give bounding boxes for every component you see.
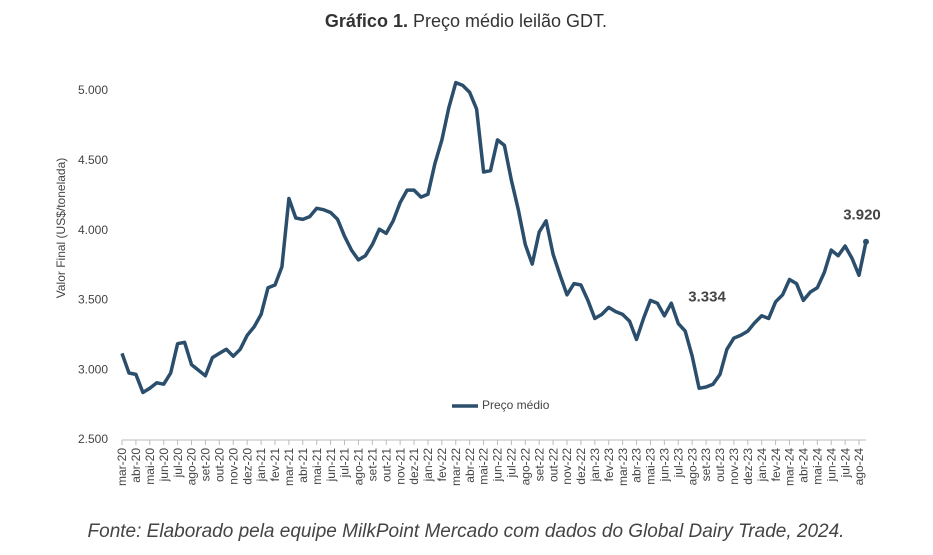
source-note: Fonte: Elaborado pela equipe MilkPoint M… <box>88 521 845 542</box>
x-tick-label: fev-24 <box>769 448 783 482</box>
x-tick-label: set-21 <box>365 448 379 482</box>
x-tick-label: mar-23 <box>616 448 630 486</box>
y-tick-label: 3.500 <box>78 293 108 307</box>
x-tick-label: mai-21 <box>310 448 324 485</box>
x-tick-label: abr-21 <box>296 448 310 483</box>
x-tick-label: ago-21 <box>352 448 366 486</box>
x-tick-label: out-23 <box>713 448 727 482</box>
x-tick-label: out-21 <box>379 448 393 482</box>
x-tick-label: set-23 <box>699 448 713 482</box>
x-tick-label: set-22 <box>532 448 546 482</box>
x-tick-label: jun-23 <box>658 448 672 483</box>
x-tick-label: set-20 <box>199 448 213 482</box>
x-tick-label: mar-22 <box>449 448 463 486</box>
y-tick-label: 4.500 <box>78 153 108 167</box>
x-tick-label: dez-21 <box>407 448 421 485</box>
x-tick-label: mai-20 <box>143 448 157 485</box>
x-tick-label: jul-22 <box>505 448 519 479</box>
x-tick-label: fev-21 <box>268 448 282 482</box>
y-tick-label: 5.000 <box>78 83 108 97</box>
x-tick-label: jul-23 <box>671 448 685 479</box>
x-tick-label: dez-22 <box>574 448 588 485</box>
y-tick-label: 3.000 <box>78 362 108 376</box>
x-tick-label: jan-23 <box>588 448 602 483</box>
x-tick-label: mai-22 <box>477 448 491 485</box>
x-tick-label: out-22 <box>546 448 560 482</box>
x-tick-label: ago-22 <box>518 448 532 486</box>
x-tick-label: jan-24 <box>755 448 769 483</box>
x-tick-label: jul-24 <box>838 448 852 479</box>
x-tick-label: ago-24 <box>852 448 866 486</box>
x-tick-label: nov-22 <box>560 448 574 485</box>
x-tick-label: jun-22 <box>491 448 505 483</box>
x-tick-label: mar-24 <box>783 448 797 486</box>
data-label: 3.334 <box>688 289 726 306</box>
x-tick-label: mai-23 <box>644 448 658 485</box>
x-tick-label: jun-24 <box>824 448 838 483</box>
x-tick-label: jan-21 <box>254 448 268 483</box>
x-tick-label: abr-23 <box>630 448 644 483</box>
data-label: 3.920 <box>843 207 881 224</box>
x-tick-label: ago-23 <box>685 448 699 486</box>
x-tick-label: fev-22 <box>435 448 449 482</box>
y-axis-label: Valor Final (US$/tonelada) <box>54 158 68 299</box>
x-tick-label: abr-22 <box>463 448 477 483</box>
x-tick-label: nov-23 <box>727 448 741 485</box>
x-tick-label: fev-23 <box>602 448 616 482</box>
x-tick-label: out-20 <box>213 448 227 482</box>
x-tick-label: nov-21 <box>393 448 407 485</box>
x-tick-label: ago-20 <box>185 448 199 486</box>
title-text: Preço médio leilão GDT. <box>413 11 607 31</box>
x-tick-label: jul-21 <box>338 448 352 479</box>
x-tick-label: mar-20 <box>115 448 129 486</box>
x-tick-label: jul-20 <box>171 448 185 479</box>
x-tick-label: dez-20 <box>240 448 254 485</box>
x-tick-label: mar-21 <box>282 448 296 486</box>
y-tick-label: 4.000 <box>78 223 108 237</box>
title-label: Gráfico 1. <box>325 11 408 31</box>
x-tick-label: nov-20 <box>226 448 240 485</box>
chart-title: Gráfico 1. Preço médio leilão GDT. <box>325 11 607 31</box>
x-tick-label: abr-24 <box>797 448 811 483</box>
x-tick-label: jan-22 <box>421 448 435 483</box>
x-tick-label: abr-20 <box>129 448 143 483</box>
x-tick-label: dez-23 <box>741 448 755 485</box>
x-tick-label: jun-21 <box>324 448 338 483</box>
end-point <box>863 238 869 245</box>
y-tick-label: 2.500 <box>78 432 108 446</box>
x-tick-label: jun-20 <box>157 448 171 483</box>
legend-label: Preço médio <box>482 398 550 412</box>
x-tick-label: mai-24 <box>810 448 824 485</box>
line-series <box>120 80 868 395</box>
